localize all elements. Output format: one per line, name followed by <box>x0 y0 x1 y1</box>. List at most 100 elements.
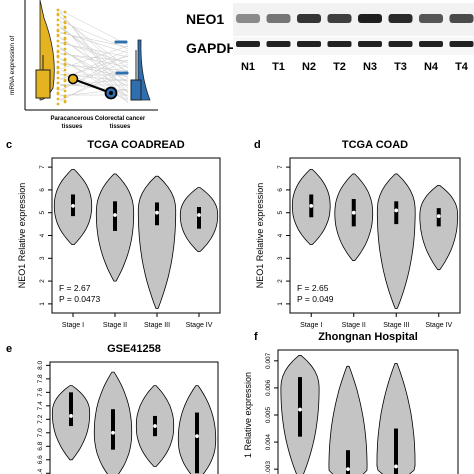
violin-shape <box>137 175 177 309</box>
panel-e: e GSE41258 6.4 6.6 6.8 7.0 7.2 7.4 7.6 7.8 8.0 <box>6 343 219 474</box>
y-tick-label: 0.007 <box>265 352 272 369</box>
neo1-band <box>266 14 291 23</box>
neo1-band <box>358 14 382 23</box>
paracancerous-dot <box>63 94 67 98</box>
y-tick-label: 6.6 <box>37 455 44 464</box>
gapdh-band <box>449 41 474 47</box>
paracancerous-dot <box>63 36 67 40</box>
stat-text: P = 0.049 <box>297 294 334 304</box>
paired-line <box>59 78 129 87</box>
paracancerous-dot <box>56 70 60 74</box>
paracancerous-dot <box>63 31 67 35</box>
x-tick-label: Stage III <box>144 322 170 329</box>
gapdh-band <box>388 41 413 47</box>
x-tick-label: Stage III <box>383 322 409 329</box>
y-axis-label: NEO1 Relative expression <box>255 183 265 289</box>
violin-median <box>111 430 115 435</box>
violin-shape <box>376 363 416 474</box>
panel-a-ylabel: mRNA expression of <box>9 36 16 95</box>
paracancerous-dot <box>63 73 67 77</box>
violin-median <box>394 464 398 469</box>
paired-line <box>59 11 129 94</box>
y-tick-label: 7 <box>39 165 46 169</box>
paracancerous-dot <box>56 97 60 101</box>
lane-label: T3 <box>394 61 407 73</box>
paracancerous-dot <box>56 91 60 95</box>
cancer-dots <box>114 40 129 75</box>
y-tick-label: 1 <box>277 302 284 306</box>
paracancerous-dot <box>63 99 67 103</box>
panel-d: d TCGA COAD 1 2 3 4 5 6 7 NEO1 Relative expressio… <box>254 139 461 329</box>
paracancerous-dot <box>63 47 67 51</box>
panel-a: mRNA expression of Paracancerous tissues… <box>9 0 158 130</box>
y-tick-label: 4 <box>39 233 46 237</box>
panel-letter: e <box>6 343 12 355</box>
paired-line <box>59 9 129 46</box>
y-tick-label: 6 <box>39 188 46 192</box>
paracancerous-dot <box>56 86 60 90</box>
paracancerous-dot <box>56 28 60 32</box>
paracancerous-dot <box>63 15 67 19</box>
cancer-dot <box>115 71 119 75</box>
cancer-dot <box>117 71 121 75</box>
cancer-boxplot <box>130 79 142 101</box>
paracancerous-dots <box>56 8 67 106</box>
y-tick-label: 4 <box>277 233 284 237</box>
panel-a-xlabel-1a: Paracancerous <box>50 116 94 122</box>
neo1-band <box>297 14 321 23</box>
paracancerous-dot <box>63 52 67 56</box>
y-tick-label: 2 <box>39 279 46 283</box>
paracancerous-dot <box>56 102 60 106</box>
paracancerous-dot <box>56 49 60 53</box>
cancer-dot <box>118 40 122 44</box>
paracancerous-dot <box>63 78 67 82</box>
y-tick-label: 0.006 <box>265 379 272 396</box>
y-tick-label: 7.6 <box>37 387 44 396</box>
y-tick-label: 7 <box>277 165 284 169</box>
blot-label-neo1: NEO1 <box>186 11 224 27</box>
violin-median <box>155 210 159 215</box>
y-tick-label: 7.4 <box>37 401 44 410</box>
paracancerous-dot <box>56 39 60 43</box>
cancer-dot <box>122 40 126 44</box>
paracancerous-dot <box>63 68 67 72</box>
gapdh-band <box>266 41 291 47</box>
violin-median <box>69 414 73 418</box>
paracancerous-dot <box>63 57 67 61</box>
violin-shape <box>328 365 368 474</box>
y-tick-label: 3 <box>39 256 46 260</box>
paired-line <box>59 58 129 97</box>
plot-frame <box>49 361 219 474</box>
y-tick-label: 5 <box>39 211 46 215</box>
gapdh-band <box>358 41 382 47</box>
panel-letter: c <box>6 139 12 151</box>
lane-label: N2 <box>302 61 316 73</box>
x-tick-label: Stage IV <box>425 322 452 329</box>
y-tick-label: 7.8 <box>37 374 44 383</box>
violin-median <box>113 213 117 217</box>
y-tick-label: 0.005 <box>265 406 272 423</box>
cancer-dot <box>120 40 124 44</box>
violin-shape <box>376 173 416 309</box>
mean-connector <box>72 78 112 94</box>
paracancerous-dot <box>56 54 60 58</box>
panel-title: TCGA COAD <box>342 139 408 151</box>
paracancerous-dot <box>63 89 67 93</box>
gapdh-band <box>419 41 443 47</box>
paracancerous-dot <box>56 65 60 69</box>
y-tick-label: 3 <box>277 256 284 260</box>
violin-median <box>298 407 302 412</box>
y-tick-label: 7.0 <box>37 428 44 437</box>
panel-c: c TCGA COADREAD 1 2 3 4 5 6 7 NEO1 Relative expre… <box>6 139 221 329</box>
gapdh-blot-strip <box>233 37 474 55</box>
violin-median <box>394 208 399 213</box>
cancer-dot <box>125 71 129 75</box>
gapdh-band <box>297 41 321 47</box>
x-tick-label: Stage I <box>62 322 84 329</box>
cancer-mean-center <box>109 91 113 95</box>
neo1-band <box>449 14 474 23</box>
y-axis-label: NEO1 Relative expression <box>17 183 27 289</box>
paracancerous-mean <box>67 73 79 85</box>
y-axis-label: 1 Relative expression <box>243 372 253 458</box>
paracancerous-dot <box>56 60 60 64</box>
